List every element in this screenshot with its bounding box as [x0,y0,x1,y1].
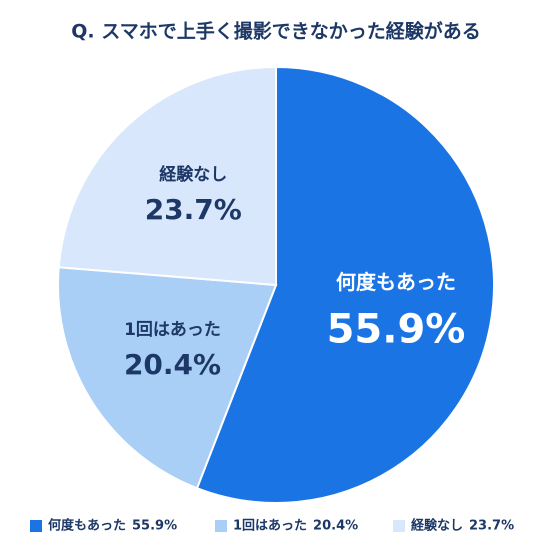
slice-name: 1回はあった [124,320,221,340]
legend-label: 1回はあった [233,519,307,534]
slice-value: 20.4% [124,348,221,381]
legend-swatch [393,520,405,532]
pie-slice [195,65,495,504]
pie-slice [57,266,278,490]
legend-label: 何度もあった [48,518,126,534]
pie-slice [57,65,277,287]
legend-swatch [30,520,42,532]
slice-value: 23.7% [145,193,242,226]
legend-value: 55.9% [132,519,177,534]
slice-name: 何度もあった [336,270,456,294]
legend-label: 経験なし [411,518,463,534]
legend-value: 23.7% [469,519,514,534]
slice-name: 経験なし [159,164,227,185]
legend-value: 20.4% [313,519,358,534]
legend-swatch [215,520,227,532]
chart-title: Q. スマホで上手く撮影できなかった経験がある [71,20,480,43]
slice-value: 55.9% [327,306,466,352]
